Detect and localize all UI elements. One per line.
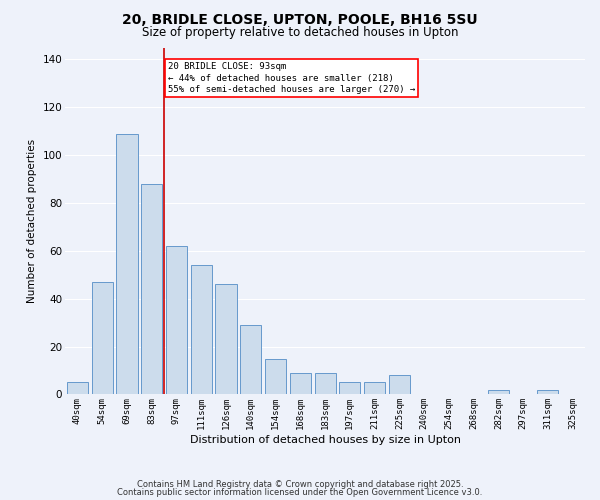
- Bar: [191, 265, 212, 394]
- Bar: [215, 284, 236, 395]
- Text: Contains HM Land Registry data © Crown copyright and database right 2025.: Contains HM Land Registry data © Crown c…: [137, 480, 463, 489]
- Bar: [364, 382, 385, 394]
- Bar: [290, 373, 311, 394]
- Bar: [389, 376, 410, 394]
- Bar: [339, 382, 361, 394]
- Bar: [240, 325, 261, 394]
- Text: Size of property relative to detached houses in Upton: Size of property relative to detached ho…: [142, 26, 458, 39]
- Bar: [314, 373, 335, 394]
- Bar: [67, 382, 88, 394]
- Text: 20 BRIDLE CLOSE: 93sqm
← 44% of detached houses are smaller (218)
55% of semi-de: 20 BRIDLE CLOSE: 93sqm ← 44% of detached…: [168, 62, 415, 94]
- Bar: [92, 282, 113, 395]
- Y-axis label: Number of detached properties: Number of detached properties: [27, 139, 37, 303]
- Text: Contains public sector information licensed under the Open Government Licence v3: Contains public sector information licen…: [118, 488, 482, 497]
- Bar: [116, 134, 137, 394]
- Bar: [488, 390, 509, 394]
- Bar: [538, 390, 559, 394]
- Bar: [265, 358, 286, 394]
- Bar: [166, 246, 187, 394]
- Text: 20, BRIDLE CLOSE, UPTON, POOLE, BH16 5SU: 20, BRIDLE CLOSE, UPTON, POOLE, BH16 5SU: [122, 12, 478, 26]
- X-axis label: Distribution of detached houses by size in Upton: Distribution of detached houses by size …: [190, 435, 461, 445]
- Bar: [141, 184, 162, 394]
